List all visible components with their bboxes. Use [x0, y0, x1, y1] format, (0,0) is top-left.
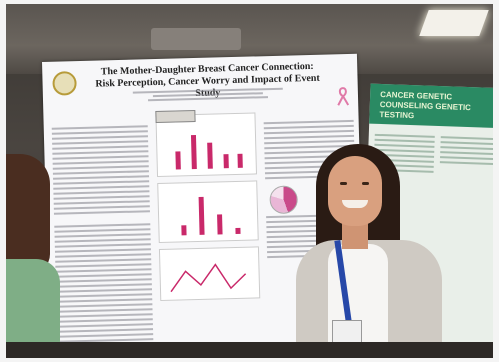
pink-ribbon-icon	[337, 87, 350, 106]
photograph: CANCER GENETIC COUNSELING GENETIC TESTIN…	[6, 4, 493, 358]
poster-line-chart	[158, 246, 261, 301]
presenter-smile	[342, 200, 368, 208]
poster-clip	[155, 110, 196, 124]
left-person-hair	[6, 154, 50, 274]
poster-bar-chart-2	[157, 180, 259, 244]
poster2-header: CANCER GENETIC COUNSELING GENETIC TESTIN…	[369, 83, 493, 129]
presenter-face	[328, 156, 382, 226]
floor-shadow	[6, 342, 493, 358]
presenter-right-eye	[362, 182, 369, 185]
ceiling-light	[419, 10, 489, 36]
poster2-title: CANCER GENETIC COUNSELING GENETIC TESTIN…	[379, 89, 472, 121]
research-poster: The Mother-Daughter Breast Cancer Connec…	[42, 53, 365, 358]
poster-column-middle	[155, 112, 261, 307]
ceiling-vent	[151, 28, 241, 50]
presenter-left-eye	[340, 182, 347, 185]
poster2-column-right	[439, 136, 493, 168]
university-seal	[52, 71, 77, 96]
left-person-shirt	[6, 259, 60, 358]
poster-column-left	[51, 115, 154, 345]
